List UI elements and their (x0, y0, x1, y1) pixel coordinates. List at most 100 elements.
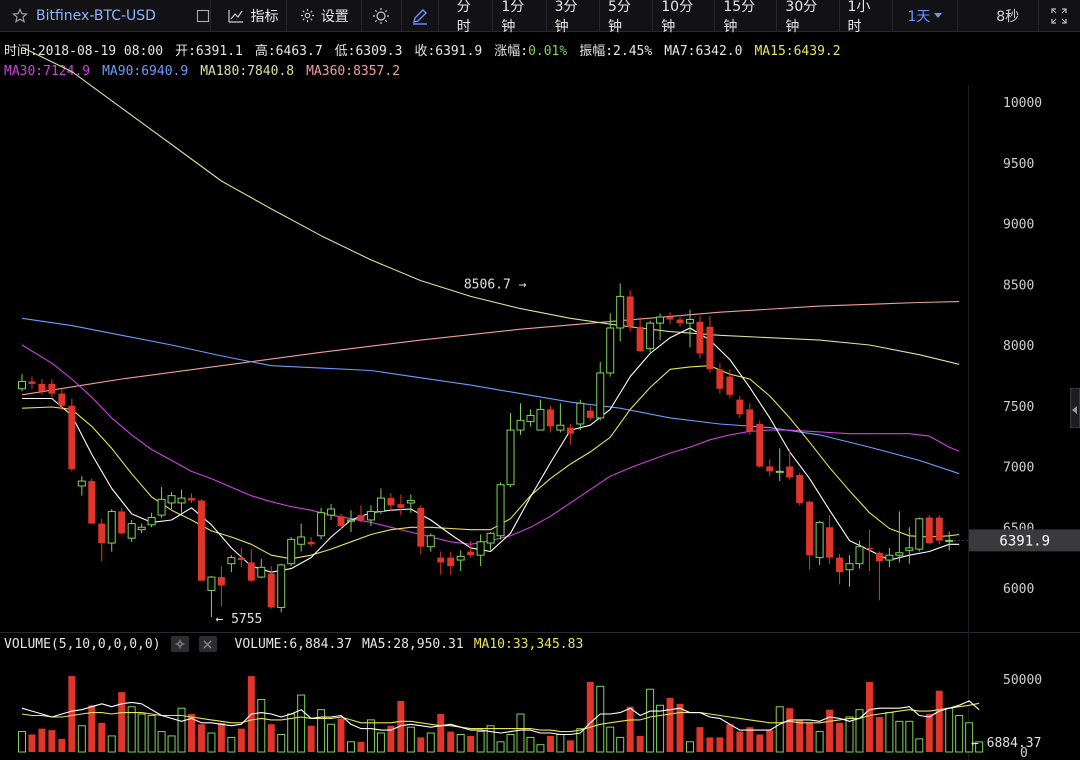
volume-bar (447, 731, 455, 752)
candle-body (247, 562, 255, 581)
volume-bar (626, 706, 634, 752)
volume-bar (576, 728, 585, 753)
volume-bar (746, 727, 754, 752)
period-tab[interactable]: 15分钟 (715, 0, 778, 35)
period-dropdown-active[interactable]: 1天 (893, 0, 959, 31)
candle-body (736, 399, 744, 415)
volume-bar (506, 733, 515, 753)
candle-body (806, 501, 814, 556)
candle-body (786, 466, 794, 478)
popout-icon[interactable] (196, 9, 210, 23)
candle-body (127, 523, 136, 539)
candle-body (606, 327, 615, 374)
volume-bar (177, 707, 186, 753)
candle-body (875, 552, 883, 562)
volume-bar (167, 735, 176, 753)
period-tab[interactable]: 分时 (449, 0, 494, 35)
ohlc-legend: 时间:2018-08-19 08:00 开:6391.1 高:6463.7 低:… (0, 37, 1080, 87)
volume-bar (157, 731, 166, 753)
volume-bar (118, 692, 126, 752)
period-tab[interactable]: 1分钟 (493, 0, 547, 35)
time-value: 时间:2018-08-19 08:00 (4, 44, 164, 59)
volume-bar (945, 707, 954, 753)
candle-body (297, 536, 306, 545)
candle-body (626, 296, 634, 327)
candle-body (895, 552, 904, 556)
close-value: 收:6391.9 (414, 44, 483, 59)
settings-button[interactable]: 设置 (287, 0, 363, 31)
gear-icon[interactable] (170, 636, 189, 652)
candle-body (237, 557, 245, 561)
candle-body (167, 495, 176, 504)
candle-body (845, 563, 854, 571)
candle-body (546, 409, 554, 427)
volume-bar (217, 722, 225, 752)
volume-bar (426, 732, 435, 753)
volume-tick-label: 0 (1020, 746, 1028, 760)
volume-bar (696, 727, 704, 752)
candle-body (147, 517, 156, 526)
candle-body (646, 322, 655, 350)
theme-toggle[interactable] (362, 0, 402, 31)
close-icon[interactable] (198, 636, 217, 652)
star-icon[interactable] (12, 7, 28, 24)
candle-body (347, 519, 356, 522)
open-value: 开:6391.1 (175, 44, 243, 59)
candle-body (826, 527, 834, 558)
price-tick-label: 8500 (1003, 278, 1034, 293)
candle-body (836, 557, 844, 573)
fullscreen-icon (1050, 7, 1068, 25)
ma-line-ma7 (22, 327, 960, 573)
sun-icon (372, 7, 390, 25)
volume-bar (885, 712, 894, 753)
volume-bar (775, 706, 784, 753)
candle-body (77, 480, 86, 487)
volume-bar (676, 703, 684, 752)
candle-body (98, 523, 106, 544)
candle-body (217, 577, 225, 586)
refresh-interval[interactable]: 8秒 (978, 0, 1039, 31)
volume-bar (347, 741, 356, 753)
period-tab[interactable]: 1小时 (840, 0, 893, 35)
drawing-tool-button[interactable] (402, 0, 439, 31)
candle-body (267, 573, 275, 608)
volume-bar (935, 690, 943, 752)
candle-body (636, 326, 644, 352)
chart-scroll-handle[interactable] (1070, 388, 1080, 428)
volume-tick-label: 50000 (1003, 673, 1042, 688)
volume-bar (357, 741, 365, 752)
candle-body (656, 316, 665, 324)
period-tab[interactable]: 10分钟 (653, 0, 716, 35)
candle-body (746, 409, 754, 432)
volume-ma10-line (21, 702, 980, 733)
ma90-value: MA90:6940.9 (102, 64, 189, 79)
price-tick-label: 10000 (1003, 96, 1042, 111)
volume-indicator-label: VOLUME(5,10,0,0,0,0) (4, 636, 161, 652)
change-label: 涨幅: (494, 44, 529, 59)
candle-body (277, 564, 286, 608)
volume-bar (666, 697, 674, 752)
volume-bar (376, 732, 385, 753)
ma15-value: MA15:6439.2 (754, 44, 841, 59)
volume-bar (905, 720, 914, 753)
volume-bar (855, 709, 864, 753)
volume-bar (566, 740, 574, 752)
volume-ma10-value: MA10:33,345.83 (473, 636, 584, 652)
candle-body (467, 551, 475, 556)
period-tab[interactable]: 5分钟 (600, 0, 654, 35)
high-annotation: 8506.7 → (464, 277, 527, 292)
volume-legend: VOLUME(5,10,0,0,0,0) VOLUME:6,884.37 MA5… (4, 634, 593, 654)
price-tick-label: 8000 (1003, 339, 1034, 354)
volume-bar (975, 741, 984, 753)
volume-bar (98, 722, 106, 752)
indicators-button[interactable]: 指标 (221, 0, 288, 31)
period-tab[interactable]: 3分钟 (547, 0, 600, 35)
symbol-selector[interactable]: Bitfinex-BTC-USD (0, 0, 211, 31)
volume-bar (516, 713, 525, 753)
ma7-value: MA7:6342.0 (664, 44, 743, 59)
candle-body (855, 546, 864, 565)
fullscreen-button[interactable] (1039, 0, 1080, 31)
volume-bar (28, 734, 36, 752)
period-tab[interactable]: 30分钟 (777, 0, 840, 35)
